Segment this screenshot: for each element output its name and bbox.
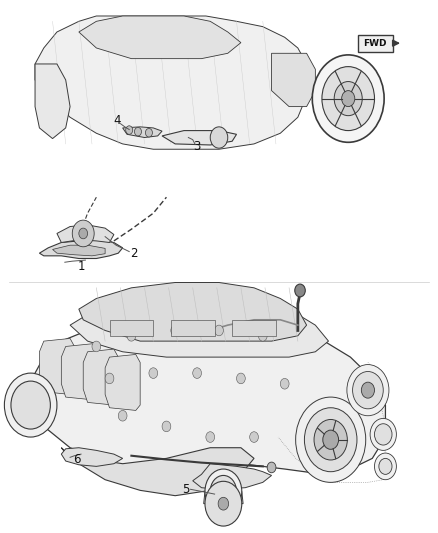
Circle shape [258, 330, 267, 341]
Circle shape [312, 55, 384, 142]
Circle shape [250, 432, 258, 442]
Circle shape [72, 220, 94, 247]
Circle shape [353, 372, 383, 409]
Text: FWD: FWD [364, 39, 387, 47]
Polygon shape [193, 464, 272, 489]
Circle shape [105, 373, 114, 384]
Polygon shape [79, 16, 241, 59]
Circle shape [134, 127, 141, 136]
Text: 2: 2 [130, 247, 138, 260]
Polygon shape [57, 225, 114, 243]
Circle shape [126, 126, 133, 134]
Circle shape [92, 341, 101, 352]
Circle shape [149, 368, 158, 378]
Polygon shape [79, 282, 307, 341]
Polygon shape [70, 298, 328, 357]
Circle shape [205, 469, 242, 514]
Circle shape [361, 382, 374, 398]
Polygon shape [232, 320, 276, 336]
Polygon shape [123, 127, 162, 138]
Circle shape [218, 497, 229, 510]
Circle shape [304, 408, 357, 472]
Text: 4: 4 [113, 114, 121, 127]
Polygon shape [171, 320, 215, 336]
Polygon shape [35, 64, 70, 139]
Circle shape [210, 475, 237, 507]
Circle shape [215, 325, 223, 336]
Text: 6: 6 [73, 453, 81, 466]
Circle shape [323, 430, 339, 449]
Circle shape [374, 453, 396, 480]
Polygon shape [162, 131, 237, 145]
Circle shape [295, 284, 305, 297]
Circle shape [210, 127, 228, 148]
Polygon shape [110, 320, 153, 336]
Circle shape [171, 325, 180, 336]
Circle shape [280, 378, 289, 389]
FancyBboxPatch shape [358, 35, 393, 52]
Circle shape [193, 368, 201, 378]
Circle shape [379, 458, 392, 474]
Text: 1: 1 [77, 260, 85, 273]
Text: 3: 3 [194, 140, 201, 152]
Polygon shape [53, 245, 105, 256]
Polygon shape [272, 53, 315, 107]
Circle shape [314, 419, 347, 460]
Circle shape [342, 91, 355, 107]
Polygon shape [35, 16, 307, 149]
Circle shape [206, 432, 215, 442]
Polygon shape [39, 240, 123, 259]
Circle shape [237, 373, 245, 384]
Polygon shape [31, 320, 385, 474]
Polygon shape [39, 338, 74, 394]
Circle shape [11, 381, 50, 429]
Polygon shape [61, 448, 254, 496]
Circle shape [79, 228, 88, 239]
Circle shape [322, 67, 374, 131]
Text: 5: 5 [183, 483, 190, 496]
Polygon shape [83, 349, 118, 405]
Polygon shape [61, 448, 123, 466]
Circle shape [205, 481, 242, 526]
Circle shape [334, 82, 362, 116]
Circle shape [145, 128, 152, 137]
Circle shape [127, 330, 136, 341]
Polygon shape [105, 354, 140, 410]
Circle shape [374, 424, 392, 445]
Circle shape [4, 373, 57, 437]
Circle shape [347, 365, 389, 416]
Polygon shape [61, 344, 96, 400]
Circle shape [162, 421, 171, 432]
Polygon shape [204, 491, 243, 504]
Circle shape [267, 462, 276, 473]
Circle shape [118, 410, 127, 421]
Circle shape [370, 418, 396, 450]
Circle shape [296, 397, 366, 482]
